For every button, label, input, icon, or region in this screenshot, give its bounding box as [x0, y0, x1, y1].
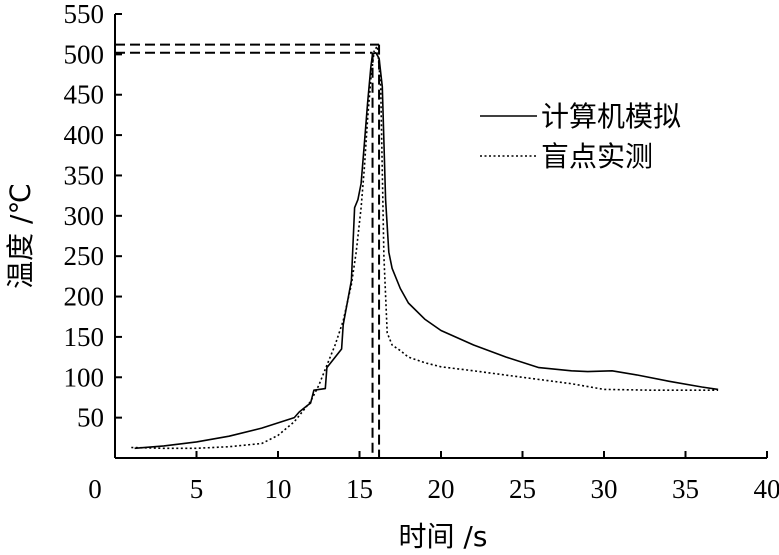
- x-tick-label: 15: [346, 474, 373, 504]
- axes: 0 5 10 15 20 25 30 35 40 50 100 150 200 250 300 350 400 4…: [64, 0, 779, 504]
- y-axis-title: 温度 /℃: [4, 183, 37, 289]
- y-tick-label: 300: [64, 201, 105, 231]
- y-tick-label: 250: [64, 241, 105, 271]
- x-tick-label: 10: [265, 474, 292, 504]
- x-tick-label: 5: [190, 474, 204, 504]
- legend-label-2: 盲点实测: [541, 140, 653, 173]
- y-tick-label: 200: [64, 282, 105, 312]
- reference-lines: [115, 43, 381, 458]
- y-tick-label: 50: [77, 403, 104, 433]
- x-tick-label: 40: [754, 474, 779, 504]
- y-tick-label: 500: [64, 39, 105, 69]
- series-line-2: [131, 45, 719, 450]
- y-tick-label: 450: [64, 80, 105, 110]
- plot-series: [131, 45, 719, 450]
- y-tick-label: 550: [64, 0, 105, 29]
- y-tick-label: 350: [64, 160, 105, 190]
- y-tick-label: 100: [64, 362, 105, 392]
- legend-label-1: 计算机模拟: [541, 100, 681, 133]
- x-tick-label: 35: [672, 474, 699, 504]
- x-tick-label: 20: [428, 474, 455, 504]
- x-tick-label: 0: [88, 474, 102, 504]
- x-axis-title: 时间 /s: [399, 520, 488, 553]
- x-tick-label: 25: [509, 474, 536, 504]
- y-tick-label: 400: [64, 120, 105, 150]
- y-tick-label: 150: [64, 322, 105, 352]
- x-tick-label: 30: [591, 474, 618, 504]
